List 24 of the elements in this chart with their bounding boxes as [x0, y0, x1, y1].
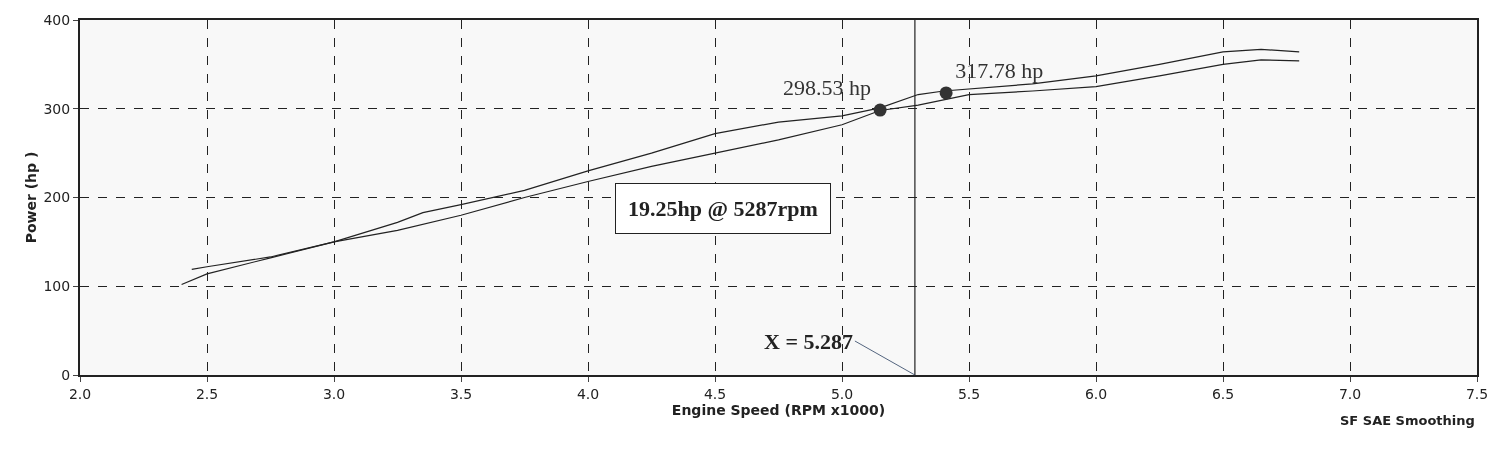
x-tick-label: 2.0	[68, 385, 92, 402]
y-tick-label: 400	[43, 11, 71, 28]
x-tick-label: 4.0	[576, 385, 600, 402]
ref-line-label: X = 5.287	[764, 329, 853, 354]
x-tick-label: 4.5	[703, 385, 727, 402]
x-axis-title: Engine Speed (RPM x1000)	[671, 401, 886, 418]
x-tick-label: 3.0	[322, 385, 346, 402]
x-tick-label: 5.0	[830, 385, 854, 402]
data-label: 317.78 hp	[955, 58, 1044, 84]
y-axis-title: Power (hp )	[22, 151, 39, 244]
x-tick-label: 2.5	[195, 385, 219, 402]
y-tick-label: 200	[43, 189, 71, 206]
x-tick-label: 6.0	[1084, 385, 1108, 402]
x-tick-label: 3.5	[449, 385, 473, 402]
annotation: 19.25hp @ 5287rpm	[628, 196, 818, 221]
x-tick-label: 7.5	[1465, 385, 1489, 402]
x-tick-label: 7.0	[1338, 385, 1362, 402]
text: SF SAE Smoothing	[1340, 413, 1475, 428]
y-tick-label: 300	[43, 100, 71, 117]
y-tick-label: 0	[61, 366, 71, 383]
y-tick-label: 100	[43, 278, 71, 295]
x-tick-label: 6.5	[1211, 385, 1235, 402]
x-tick-label: 5.5	[957, 385, 981, 402]
data-label: 298.53 hp	[782, 75, 871, 101]
